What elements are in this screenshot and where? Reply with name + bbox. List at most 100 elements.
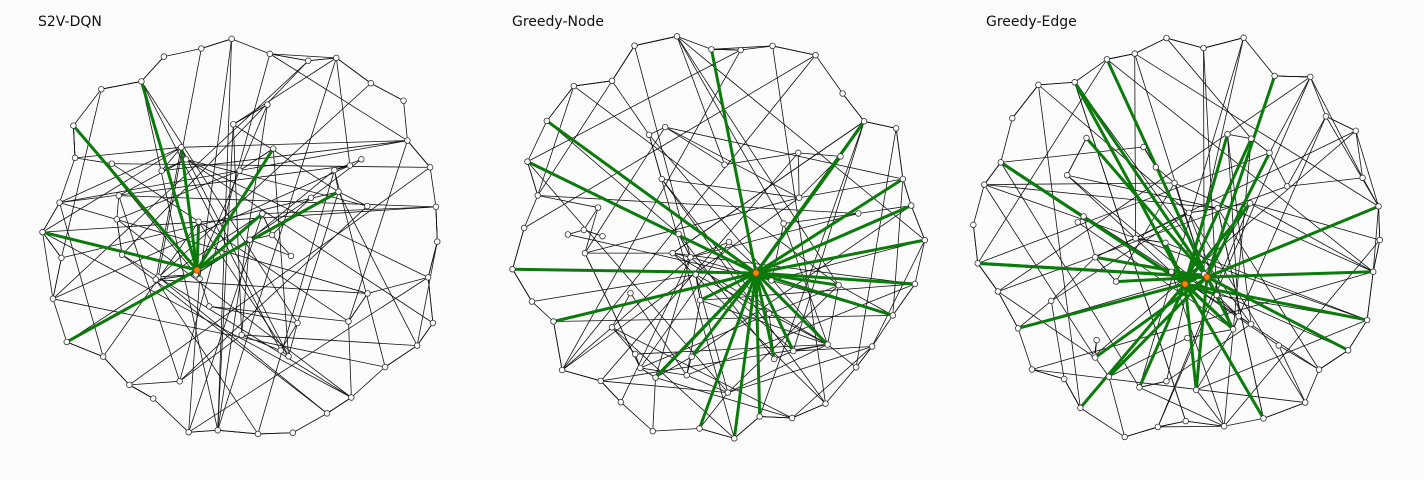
graph-edge bbox=[997, 185, 1288, 292]
graph-edge bbox=[1063, 378, 1081, 409]
selected-node bbox=[1203, 273, 1211, 281]
graph-edge bbox=[664, 126, 800, 199]
graph-node bbox=[597, 377, 604, 385]
graph-edge bbox=[74, 146, 182, 159]
graph-edge bbox=[798, 152, 841, 157]
graph-node bbox=[855, 210, 862, 217]
graph-edge bbox=[972, 184, 985, 225]
graph-node bbox=[1283, 183, 1291, 190]
graph-node bbox=[305, 57, 312, 64]
graph-node bbox=[238, 331, 245, 339]
graph-edge bbox=[233, 57, 337, 125]
graph-edge bbox=[523, 54, 816, 229]
solution-edge bbox=[1183, 283, 1265, 420]
graph-edge bbox=[676, 35, 712, 50]
graph-edge bbox=[1309, 76, 1363, 179]
graph-node bbox=[348, 394, 355, 401]
graph-edge bbox=[583, 229, 603, 237]
graph-edge bbox=[201, 38, 232, 49]
graph-node bbox=[266, 50, 274, 58]
graph-edge bbox=[652, 377, 656, 432]
graph-edge bbox=[416, 241, 438, 346]
graph-node bbox=[688, 353, 695, 360]
graph-node bbox=[424, 274, 432, 281]
solution-edges bbox=[977, 58, 1380, 420]
graph-edge bbox=[116, 219, 352, 398]
graph-node bbox=[214, 427, 221, 434]
graph-edge bbox=[672, 252, 828, 345]
graph-edge bbox=[600, 152, 799, 382]
graph-node bbox=[49, 295, 57, 302]
graph-edge bbox=[792, 121, 865, 352]
graph-edge bbox=[695, 274, 828, 345]
graph-node bbox=[822, 400, 829, 407]
graph-edge bbox=[676, 36, 839, 286]
graph-edge bbox=[695, 274, 729, 393]
graph-edge bbox=[121, 60, 309, 256]
graph-edge bbox=[527, 161, 539, 196]
graph-node bbox=[581, 249, 589, 257]
graph-edge bbox=[727, 284, 839, 393]
graph-node bbox=[1028, 366, 1036, 373]
graph-edge bbox=[1227, 133, 1252, 140]
graph-edge bbox=[1157, 420, 1186, 428]
graph-node bbox=[892, 125, 900, 132]
selected-node bbox=[1181, 280, 1189, 288]
solution-edge bbox=[1194, 276, 1209, 391]
graph-node bbox=[1063, 172, 1071, 179]
graph-edge bbox=[1224, 418, 1264, 427]
graph-edge bbox=[815, 54, 843, 94]
graph-edge bbox=[1304, 369, 1320, 403]
graph-node bbox=[1103, 56, 1111, 63]
graph-edge bbox=[655, 257, 691, 378]
graph-edge bbox=[1166, 37, 1252, 139]
graph-node bbox=[1214, 204, 1221, 212]
graph-node bbox=[632, 350, 639, 358]
graph-edge bbox=[855, 128, 897, 368]
graph-edge bbox=[180, 147, 289, 357]
graph-node bbox=[765, 310, 773, 317]
graph-edge bbox=[1217, 207, 1320, 370]
graph-edge bbox=[280, 322, 298, 351]
graph-edge bbox=[783, 223, 828, 345]
graph-node bbox=[1035, 81, 1042, 89]
solution-edge bbox=[1138, 283, 1187, 388]
graph-node bbox=[974, 260, 981, 267]
solution-edge bbox=[1085, 136, 1209, 278]
graph-edge bbox=[59, 140, 408, 204]
graph-node bbox=[580, 226, 588, 234]
graph-node bbox=[608, 77, 616, 85]
graph-node bbox=[268, 231, 276, 239]
solution-edge bbox=[1017, 282, 1186, 330]
graph-node bbox=[528, 298, 536, 305]
graph-node bbox=[429, 319, 437, 327]
graph-edge bbox=[561, 369, 601, 382]
graph-edge bbox=[1318, 349, 1349, 370]
graph-node bbox=[1266, 149, 1273, 157]
solution-edge bbox=[1183, 283, 1198, 391]
graph-edge bbox=[334, 170, 386, 368]
graph-node bbox=[236, 167, 243, 174]
graph-node bbox=[534, 192, 541, 199]
solution-edge bbox=[526, 160, 757, 275]
graph-node bbox=[631, 42, 638, 49]
graph-node bbox=[1213, 291, 1220, 299]
graph-edge bbox=[66, 341, 104, 358]
graph-edge bbox=[1077, 221, 1234, 330]
graph-edge bbox=[972, 224, 979, 264]
graph-edge bbox=[1223, 138, 1252, 427]
solution-edge bbox=[755, 271, 839, 287]
graph-edge bbox=[914, 240, 926, 285]
graph-edge bbox=[1188, 212, 1306, 403]
graph-edge bbox=[676, 36, 725, 165]
graph-edge bbox=[141, 56, 165, 82]
graph-edge bbox=[1227, 134, 1252, 325]
graph-edge bbox=[734, 416, 760, 439]
graph-node bbox=[1074, 219, 1082, 226]
graph-edge bbox=[561, 49, 742, 371]
graph-edge bbox=[188, 429, 218, 433]
solution-edge bbox=[654, 271, 758, 379]
graph-edge bbox=[188, 277, 429, 433]
graph-edge bbox=[269, 53, 408, 141]
